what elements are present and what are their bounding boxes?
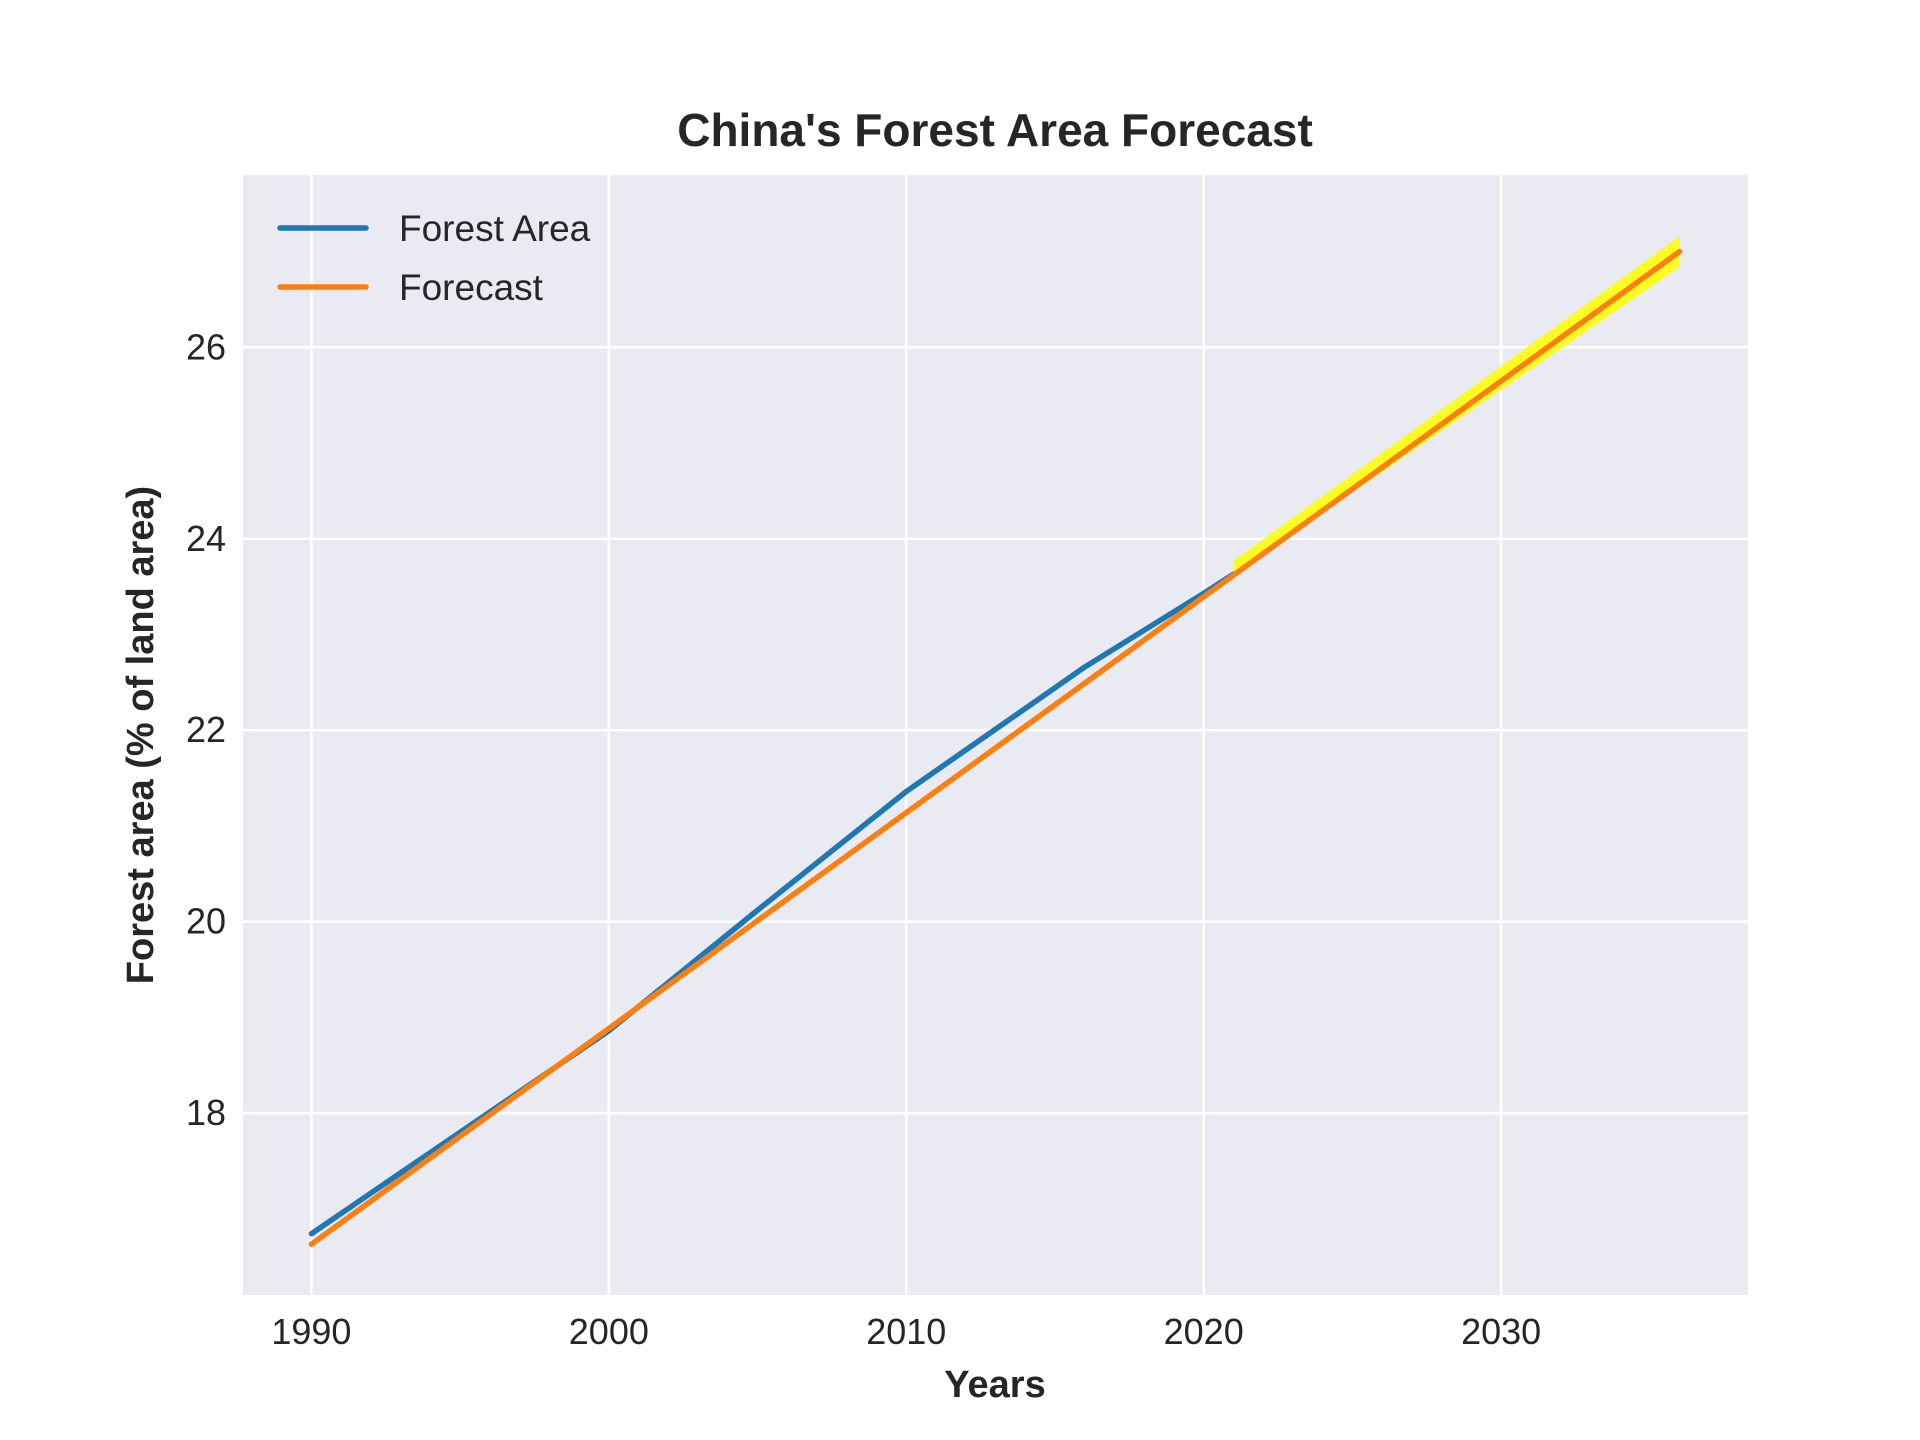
forecast-confidence-band [1233, 236, 1680, 575]
x-axis-label: Years [944, 1364, 1045, 1406]
chart-title: China's Forest Area Forecast [677, 104, 1313, 156]
x-tick-label-2010: 2010 [866, 1311, 946, 1352]
x-tick-label-2000: 2000 [569, 1311, 649, 1352]
y-tick-label-18: 18 [186, 1092, 226, 1133]
y-tick-label-22: 22 [186, 709, 226, 750]
grid-lines [243, 175, 1748, 1295]
confidence-band-layer [1233, 236, 1680, 575]
y-tick-label-20: 20 [186, 901, 226, 942]
x-tick-label-1990: 1990 [271, 1311, 351, 1352]
y-axis-label: Forest area (% of land area) [120, 486, 162, 984]
legend-label-forecast: Forecast [399, 267, 544, 308]
y-tick-label-26: 26 [186, 326, 226, 367]
legend: Forest Area Forecast [277, 208, 591, 308]
series-layer [308, 248, 1683, 1248]
legend-label-forest-area: Forest Area [399, 208, 591, 249]
series-line-forecast [308, 248, 1683, 1248]
x-tick-label-2030: 2030 [1461, 1311, 1541, 1352]
y-tick-label-24: 24 [186, 518, 226, 559]
tick-labels: 1990 2000 2010 2020 2030 18 20 22 24 26 [186, 326, 1541, 1352]
x-tick-label-2020: 2020 [1164, 1311, 1244, 1352]
